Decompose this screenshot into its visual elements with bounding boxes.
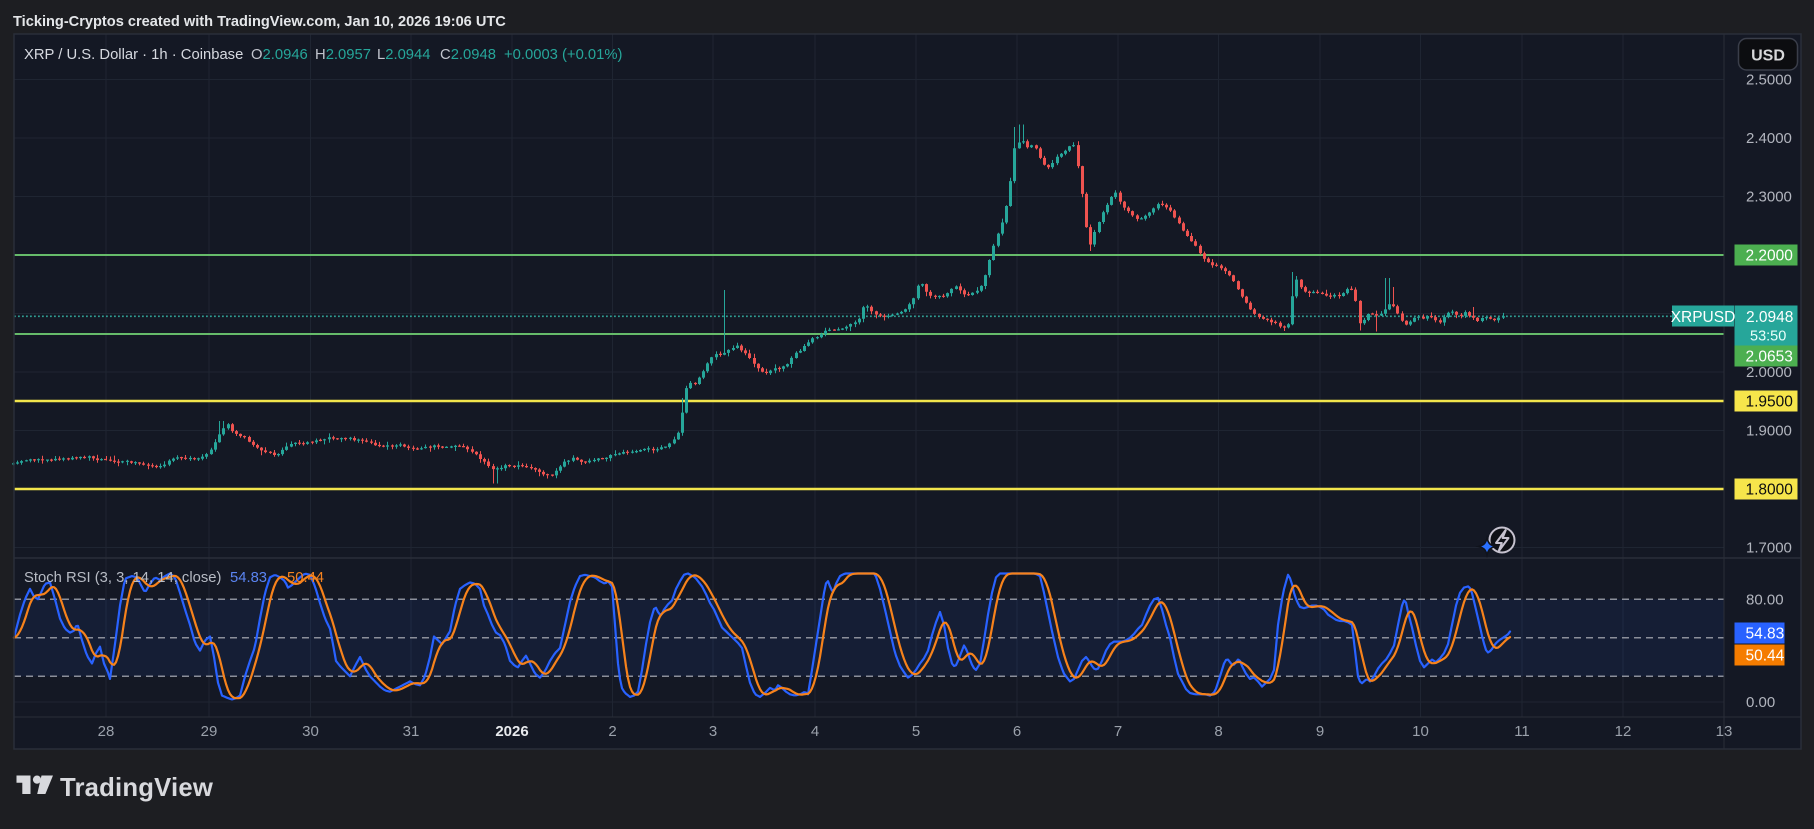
svg-text:3: 3: [709, 723, 717, 740]
svg-text:2.4000: 2.4000: [1746, 130, 1792, 147]
svg-text:8: 8: [1214, 723, 1222, 740]
svg-text:+0.0003 (+0.01%): +0.0003 (+0.01%): [504, 47, 623, 63]
svg-text:2026: 2026: [495, 723, 528, 740]
svg-text:2.0948: 2.0948: [1746, 309, 1793, 326]
svg-text:2.0653: 2.0653: [1746, 348, 1793, 365]
svg-text:Ticking-Cryptos created with T: Ticking-Cryptos created with TradingView…: [13, 14, 506, 30]
svg-text:L2.0944: L2.0944: [377, 47, 431, 63]
svg-text:1.9000: 1.9000: [1746, 423, 1792, 440]
svg-text:54.83: 54.83: [230, 570, 267, 586]
svg-text:2.3000: 2.3000: [1746, 189, 1792, 206]
svg-text:29: 29: [201, 723, 218, 740]
svg-text:7: 7: [1114, 723, 1122, 740]
svg-text:80.00: 80.00: [1746, 591, 1784, 608]
svg-text:2: 2: [608, 723, 616, 740]
svg-text:XRPUSD: XRPUSD: [1671, 309, 1736, 326]
svg-text:50.44: 50.44: [287, 570, 324, 586]
svg-text:O2.0946: O2.0946: [251, 47, 308, 63]
svg-text:9: 9: [1316, 723, 1324, 740]
svg-text:1.7000: 1.7000: [1746, 540, 1792, 557]
svg-text:6: 6: [1013, 723, 1021, 740]
svg-text:4: 4: [811, 723, 819, 740]
svg-text:TradingView: TradingView: [60, 774, 214, 802]
svg-text:1.8000: 1.8000: [1746, 481, 1794, 498]
svg-text:H2.0957: H2.0957: [315, 47, 371, 63]
svg-text:54.83: 54.83: [1746, 625, 1785, 642]
svg-text:31: 31: [403, 723, 420, 740]
svg-text:13: 13: [1716, 723, 1733, 740]
svg-text:28: 28: [98, 723, 115, 740]
svg-text:11: 11: [1514, 723, 1530, 740]
svg-text:2.5000: 2.5000: [1746, 72, 1792, 89]
svg-text:30: 30: [302, 723, 319, 740]
svg-text:USD: USD: [1751, 48, 1785, 65]
svg-text:2.0000: 2.0000: [1746, 364, 1792, 381]
svg-text:2.2000: 2.2000: [1746, 247, 1794, 264]
svg-text:Stoch RSI (3, 3, 14, 14, close: Stoch RSI (3, 3, 14, 14, close): [24, 570, 221, 586]
svg-text:10: 10: [1412, 723, 1429, 740]
svg-text:C2.0948: C2.0948: [440, 47, 496, 63]
svg-text:53:50: 53:50: [1750, 329, 1786, 345]
svg-text:1.9500: 1.9500: [1746, 393, 1794, 410]
svg-text:XRP / U.S. Dollar · 1h · Coinb: XRP / U.S. Dollar · 1h · Coinbase: [24, 47, 243, 63]
svg-text:0.00: 0.00: [1746, 694, 1775, 711]
svg-text:50.44: 50.44: [1746, 647, 1785, 664]
svg-text:5: 5: [912, 723, 920, 740]
svg-text:12: 12: [1615, 723, 1632, 740]
